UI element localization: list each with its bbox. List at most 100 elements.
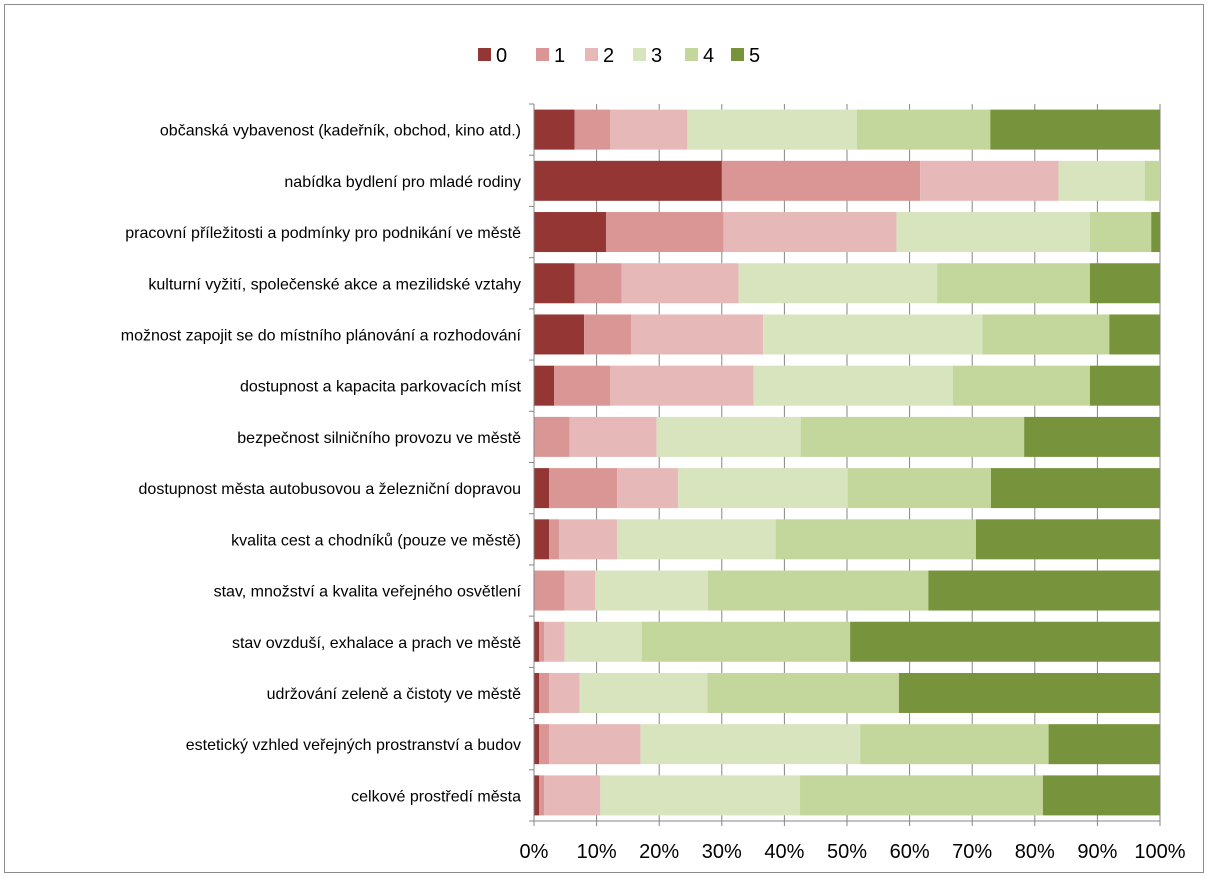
legend-label: 4 xyxy=(703,45,714,67)
bar-segment-2 xyxy=(610,109,688,150)
category-label: nabídka bydlení pro mladé rodiny xyxy=(284,174,521,191)
bar-segment-1 xyxy=(539,775,545,816)
bar-segment-5 xyxy=(928,570,1160,611)
legend-swatch xyxy=(478,48,491,61)
bar-segment-4 xyxy=(707,672,899,713)
legend: 0 1 2 3 4 5 xyxy=(478,45,760,67)
gridlines xyxy=(596,104,1161,821)
bar-segment-3 xyxy=(896,212,1090,253)
legend-item-5: 5 xyxy=(731,45,760,67)
bar-segment-3 xyxy=(600,775,801,816)
legend-item-0: 0 xyxy=(478,45,507,67)
bar-segment-4 xyxy=(775,519,976,560)
x-tick-label: 70% xyxy=(952,841,992,863)
bar-segment-5 xyxy=(1109,314,1160,355)
x-tick-label: 50% xyxy=(827,841,867,863)
x-tick-label: 90% xyxy=(1077,841,1117,863)
category-label: stav, množství a kvalita veřejného osvět… xyxy=(214,584,522,601)
bar-segment-5 xyxy=(1024,416,1160,457)
x-tick-label: 30% xyxy=(702,841,742,863)
bar-segment-0 xyxy=(534,160,722,201)
bar-segment-1 xyxy=(605,212,724,253)
bar-segment-0 xyxy=(534,109,575,150)
category-label: udržování zeleně a čistoty ve městě xyxy=(267,686,521,703)
legend-item-2: 2 xyxy=(585,45,614,67)
category-label: estetický vzhled veřejných prostranství … xyxy=(186,737,521,754)
bar-segment-0 xyxy=(534,365,555,406)
bar-segment-5 xyxy=(975,519,1160,560)
category-labels: občanská vybavenost (kadeřník, obchod, k… xyxy=(121,123,522,806)
bar-segment-4 xyxy=(982,314,1110,355)
bar-segment-2 xyxy=(569,416,657,457)
bar-segment-5 xyxy=(898,672,1160,713)
axes xyxy=(529,103,1161,826)
bar-segment-3 xyxy=(1058,160,1145,201)
bar-segment-2 xyxy=(549,724,641,765)
bar-segment-5 xyxy=(1089,263,1160,304)
category-label: pracovní příležitosti a podmínky pro pod… xyxy=(125,225,521,242)
bar-segment-0 xyxy=(534,212,606,253)
chart-frame: občanská vybavenost (kadeřník, obchod, k… xyxy=(4,4,1204,873)
bar-segment-0 xyxy=(534,621,540,662)
stacked-bar-chart: občanská vybavenost (kadeřník, obchod, k… xyxy=(121,45,1186,863)
bar-segment-2 xyxy=(920,160,1059,201)
bar-segment-1 xyxy=(539,724,550,765)
legend-item-4: 4 xyxy=(685,45,714,67)
bar-segment-3 xyxy=(595,570,709,611)
bar-segment-5 xyxy=(1042,775,1160,816)
bar-segment-3 xyxy=(753,365,953,406)
bar-segment-5 xyxy=(1048,724,1160,765)
bar-segment-0 xyxy=(534,314,585,355)
legend-item-1: 1 xyxy=(536,45,565,67)
bar-segment-0 xyxy=(534,724,540,765)
bar-segment-5 xyxy=(1089,365,1160,406)
x-tick-label: 0% xyxy=(520,841,549,863)
bar-segment-4 xyxy=(1144,160,1160,201)
category-label: kulturní vyžití, společenské akce a mezi… xyxy=(148,276,521,293)
bar-segment-1 xyxy=(584,314,632,355)
bar-segment-3 xyxy=(677,468,848,509)
category-label: kvalita cest a chodníků (pouze ve městě) xyxy=(231,531,521,549)
x-tick-label: 100% xyxy=(1134,841,1185,863)
bar-segment-1 xyxy=(534,416,570,457)
legend-swatch xyxy=(731,48,744,61)
category-label: dostupnost města autobusovou a železničn… xyxy=(139,481,521,498)
bar-segment-3 xyxy=(640,724,861,765)
bar-segment-0 xyxy=(534,468,550,509)
legend-item-3: 3 xyxy=(633,45,662,67)
bar-segment-2 xyxy=(559,519,618,560)
x-tick-label: 60% xyxy=(890,841,930,863)
category-label: celkové prostředí města xyxy=(351,788,521,805)
bar-segment-1 xyxy=(721,160,921,201)
bar-segment-2 xyxy=(610,365,754,406)
bar-segment-5 xyxy=(1151,212,1160,253)
bar-segment-3 xyxy=(564,621,642,662)
bar-segment-2 xyxy=(621,263,739,304)
bar-segment-3 xyxy=(738,263,938,304)
legend-swatch xyxy=(633,48,646,61)
bar-segment-2 xyxy=(544,775,601,816)
bar-segment-4 xyxy=(800,416,1025,457)
x-tick-labels: 0% 10% 20% 30% 40% 50% 60% 70% 80% 90% 100% xyxy=(520,841,1186,863)
x-tick-label: 10% xyxy=(577,841,617,863)
category-label: dostupnost a kapacita parkovacích míst xyxy=(240,379,522,396)
legend-swatch xyxy=(685,48,698,61)
category-label: bezpečnost silničního provozu ve městě xyxy=(237,430,521,447)
bar-segment-2 xyxy=(617,468,678,509)
legend-label: 5 xyxy=(749,45,760,67)
bar-segment-4 xyxy=(708,570,929,611)
legend-label: 0 xyxy=(496,45,507,67)
bar-segment-4 xyxy=(952,365,1090,406)
bar-segment-1 xyxy=(554,365,611,406)
legend-label: 3 xyxy=(651,45,662,67)
x-tick-label: 80% xyxy=(1015,841,1055,863)
bar-segment-0 xyxy=(534,775,540,816)
bar-segment-3 xyxy=(617,519,776,560)
bar-segment-5 xyxy=(990,468,1160,509)
bar-segment-4 xyxy=(800,775,1043,816)
bar-segment-5 xyxy=(990,109,1160,150)
bar-segment-2 xyxy=(544,621,565,662)
bar-segment-1 xyxy=(549,468,618,509)
bar-segment-4 xyxy=(1089,212,1152,253)
bar-segment-1 xyxy=(574,109,611,150)
